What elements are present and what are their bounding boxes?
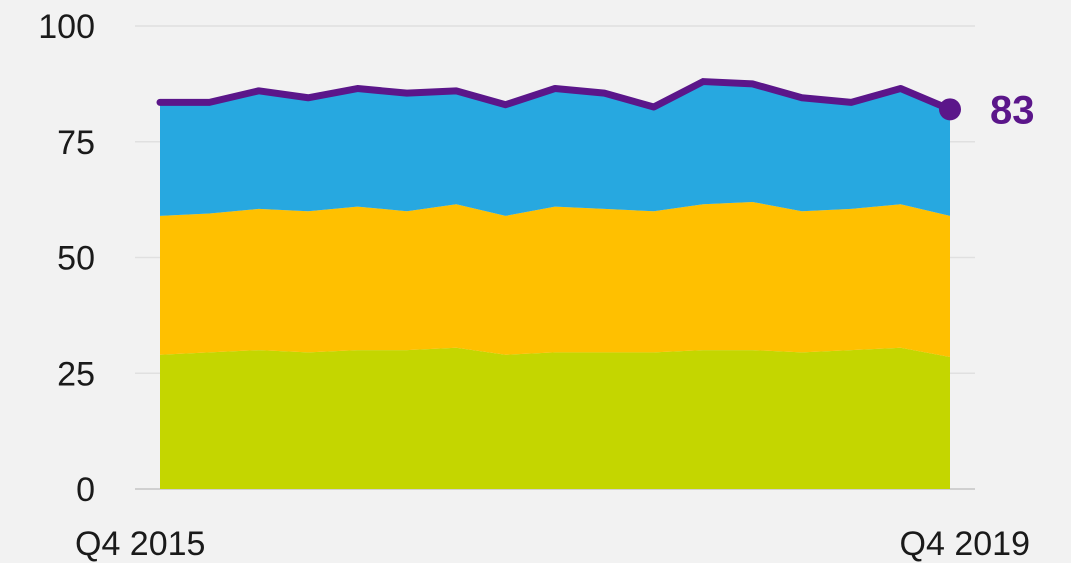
end-point-marker bbox=[939, 98, 961, 121]
y-tick-label: 25 bbox=[57, 355, 95, 393]
area-band-1 bbox=[160, 347, 950, 489]
total-line-group: 83 bbox=[156, 78, 1035, 132]
y-tick-label: 100 bbox=[38, 8, 95, 46]
end-value-label: 83 bbox=[990, 88, 1035, 132]
x-tick-label-end: Q4 2019 bbox=[900, 525, 1030, 563]
y-tick-label: 0 bbox=[76, 471, 95, 509]
area-band-3 bbox=[160, 81, 950, 216]
area-band-2 bbox=[160, 201, 950, 358]
total-line bbox=[156, 78, 954, 113]
y-axis: 0 25 50 75 100 bbox=[38, 8, 95, 509]
y-tick-label: 50 bbox=[57, 240, 95, 278]
x-tick-label-start: Q4 2015 bbox=[75, 525, 205, 563]
y-tick-label: 75 bbox=[57, 124, 95, 162]
areas bbox=[160, 81, 950, 489]
x-axis: Q4 2015 Q4 2019 bbox=[75, 525, 1030, 563]
